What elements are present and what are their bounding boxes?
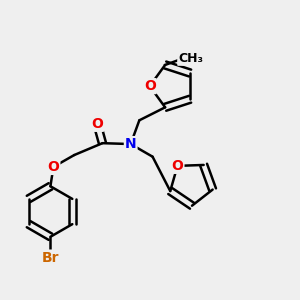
Text: O: O (47, 160, 59, 174)
Text: O: O (91, 117, 103, 131)
Text: CH₃: CH₃ (178, 52, 203, 65)
Text: O: O (172, 159, 183, 173)
Text: Br: Br (42, 250, 59, 265)
Text: O: O (144, 79, 156, 93)
Text: N: N (125, 137, 136, 151)
